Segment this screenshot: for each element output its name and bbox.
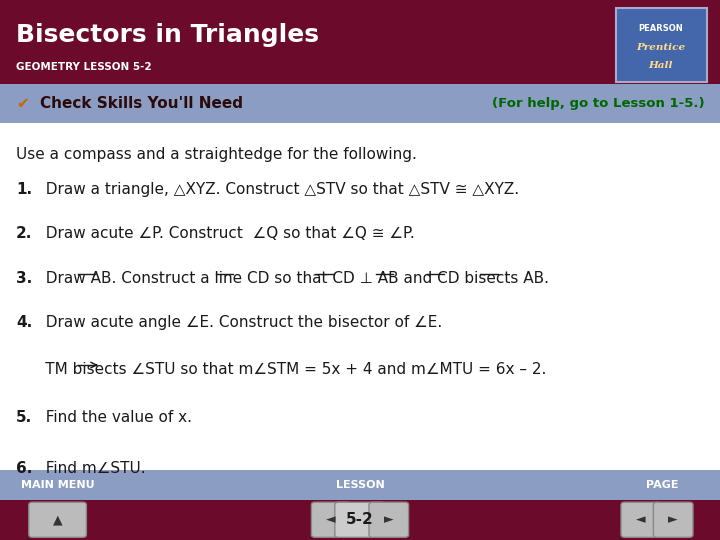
- Text: Find the value of x.: Find the value of x.: [36, 410, 192, 426]
- Text: (For help, go to Lesson 1-5.): (For help, go to Lesson 1-5.): [492, 97, 704, 110]
- Text: Prentice: Prentice: [636, 43, 685, 52]
- Text: GEOMETRY LESSON 5-2: GEOMETRY LESSON 5-2: [16, 63, 151, 72]
- Text: ✔: ✔: [16, 96, 29, 111]
- Text: ◄: ◄: [636, 513, 646, 526]
- FancyBboxPatch shape: [311, 502, 351, 537]
- Text: 4.: 4.: [16, 315, 32, 330]
- Text: TM bisects ∠STU so that m∠STM = 5x + 4 and m∠MTU = 6x – 2.: TM bisects ∠STU so that m∠STM = 5x + 4 a…: [16, 362, 546, 377]
- Text: Draw a triangle, △XYZ. Construct △STV so that △STV ≅ △XYZ.: Draw a triangle, △XYZ. Construct △STV so…: [36, 182, 519, 197]
- FancyBboxPatch shape: [0, 0, 720, 84]
- Text: 6.: 6.: [16, 461, 32, 476]
- Text: PAGE: PAGE: [646, 480, 679, 490]
- FancyBboxPatch shape: [654, 502, 693, 537]
- Text: ►: ►: [384, 513, 394, 526]
- Text: Find m∠STU.: Find m∠STU.: [36, 461, 145, 476]
- FancyBboxPatch shape: [621, 502, 661, 537]
- FancyBboxPatch shape: [369, 502, 409, 537]
- Text: Draw acute angle ∠E. Construct the bisector of ∠E.: Draw acute angle ∠E. Construct the bisec…: [36, 315, 442, 330]
- Text: Check Skills You'll Need: Check Skills You'll Need: [40, 96, 243, 111]
- Text: Draw AB. Construct a line CD so that CD ⊥ AB and CD bisects AB.: Draw AB. Construct a line CD so that CD …: [36, 271, 549, 286]
- Text: 5.: 5.: [16, 410, 32, 426]
- FancyBboxPatch shape: [335, 502, 385, 537]
- Text: Use a compass and a straightedge for the following.: Use a compass and a straightedge for the…: [16, 147, 417, 162]
- Text: 1.: 1.: [16, 182, 32, 197]
- Text: 3.: 3.: [16, 271, 32, 286]
- Text: PEARSON: PEARSON: [639, 24, 683, 32]
- FancyBboxPatch shape: [616, 8, 707, 82]
- Text: LESSON: LESSON: [336, 480, 384, 490]
- FancyBboxPatch shape: [0, 470, 720, 500]
- Text: Bisectors in Triangles: Bisectors in Triangles: [16, 23, 319, 47]
- Text: ►: ►: [668, 513, 678, 526]
- FancyBboxPatch shape: [0, 84, 720, 123]
- FancyBboxPatch shape: [0, 500, 720, 540]
- Text: Draw acute ∠P. Construct  ∠Q so that ∠Q ≅ ∠P.: Draw acute ∠P. Construct ∠Q so that ∠Q ≅…: [36, 226, 415, 241]
- Text: Hall: Hall: [649, 62, 673, 70]
- Text: 5-2: 5-2: [346, 512, 374, 527]
- Text: 2.: 2.: [16, 226, 32, 241]
- Text: ◄: ◄: [326, 513, 336, 526]
- Text: ▲: ▲: [53, 513, 63, 526]
- FancyBboxPatch shape: [29, 502, 86, 537]
- Text: MAIN MENU: MAIN MENU: [21, 480, 94, 490]
